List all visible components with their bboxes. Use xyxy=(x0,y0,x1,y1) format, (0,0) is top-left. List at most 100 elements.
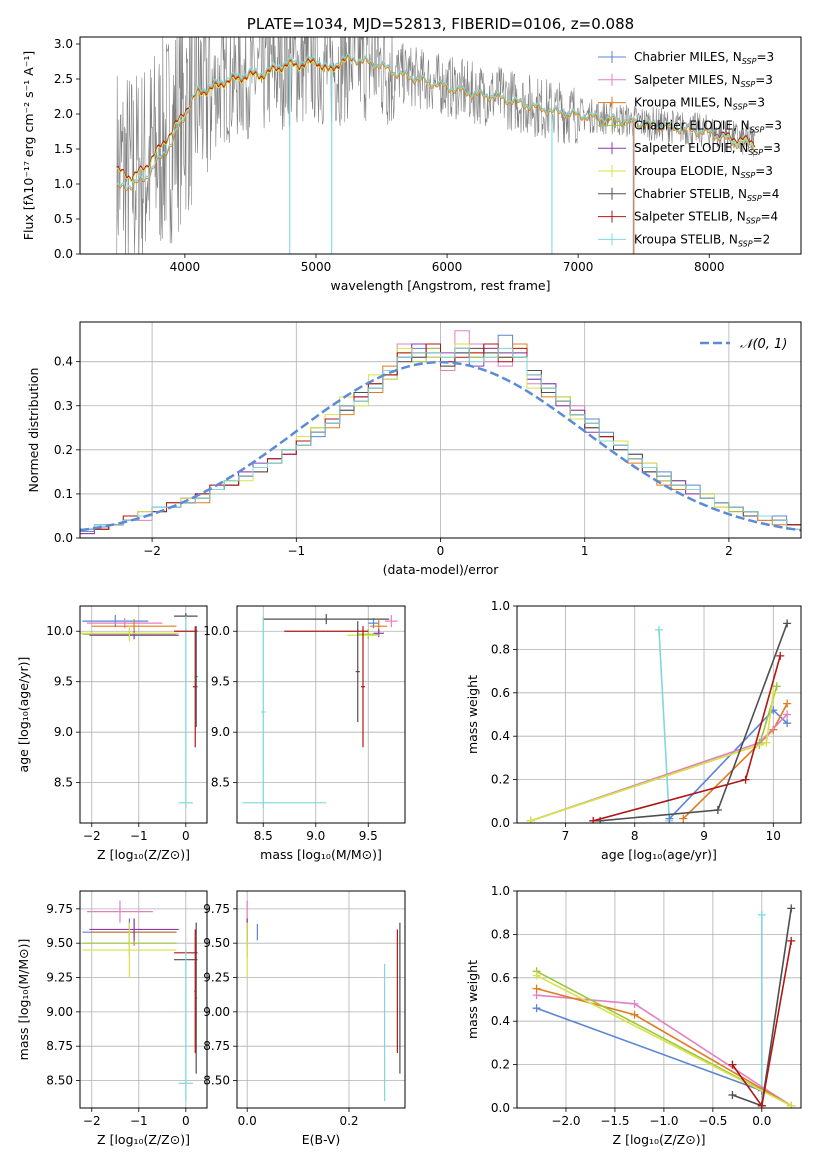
y-tick-label: 9.0 xyxy=(54,725,73,739)
x-tick-label: 0 xyxy=(182,829,190,843)
errorbar-point xyxy=(82,922,177,978)
y-tick-label: 0.8 xyxy=(491,927,510,941)
y-tick-label: 8.5 xyxy=(54,776,73,790)
axes-frame xyxy=(516,890,802,1109)
x-axis-label: Z [log₁₀(Z/Z⊙)] xyxy=(97,1132,190,1147)
weight-point xyxy=(728,1060,737,1069)
legend-label: Kroupa STELIB, NSSP=2 xyxy=(634,232,770,248)
weight-line-chabrier_stelib xyxy=(600,623,788,822)
y-tick-label: 1.0 xyxy=(491,884,510,898)
weight-line-salpeter_stelib xyxy=(592,655,781,822)
weight-point xyxy=(776,651,785,660)
legend-label: Chabrier MILES, NSSP=3 xyxy=(634,50,774,66)
y-tick-label: 9.75 xyxy=(46,902,73,916)
errorbar-point xyxy=(385,615,398,628)
y-tick-label: 0.4 xyxy=(491,1014,510,1028)
y-tick-label: 9.50 xyxy=(46,936,73,950)
weight-line-chabrier_elodie xyxy=(530,686,778,822)
x-tick-label: −1 xyxy=(287,544,305,558)
x-tick-label: 7 xyxy=(562,829,570,843)
legend-label: Salpeter STELIB, NSSP=4 xyxy=(634,210,778,226)
y-tick-label: 9.75 xyxy=(203,902,230,916)
errorbar-point xyxy=(185,616,187,808)
errorbar-point xyxy=(89,918,179,941)
x-tick-label: 8000 xyxy=(694,260,725,274)
x-tick-label: −1.0 xyxy=(649,1114,678,1128)
y-tick-label: 9.00 xyxy=(46,1005,73,1019)
x-tick-label: 8.5 xyxy=(254,829,273,843)
panel-weight_vs_age: 7 8 9 10 0.0 0.2 0.4 0.6 0.8 1.0 age [log₁₀(age/yr… xyxy=(465,599,802,862)
plot-area-age_vs_Z xyxy=(80,613,198,808)
panel-spectrum: Chabrier MILES, NSSP=3 Salpeter MILES, NS… xyxy=(21,15,802,293)
x-tick-label: 0.2 xyxy=(339,1114,358,1128)
weight-point xyxy=(783,619,792,628)
y-axis-label: mass weight xyxy=(465,675,480,754)
weight-point xyxy=(589,816,598,823)
x-tick-label: 9.5 xyxy=(359,829,378,843)
axes-frame xyxy=(79,605,208,824)
axes-frame xyxy=(516,605,802,824)
y-axis-label: Normed distribution xyxy=(26,368,41,493)
x-tick-label: −1 xyxy=(130,829,148,843)
y-tick-label: 0.0 xyxy=(491,1101,510,1115)
y-tick-label: 0.0 xyxy=(54,247,73,261)
y-tick-label: 0.3 xyxy=(54,399,73,413)
x-axis-label: mass [log₁₀(M/M⊙)] xyxy=(260,847,382,862)
errorbar-point xyxy=(82,615,149,628)
weight-point xyxy=(787,1101,796,1108)
plot-area-weight_vs_Z xyxy=(532,904,796,1108)
panel-weight_vs_Z: −2.0 −1.5 −1.0 −0.5 0.0 0.0 0.2 0.4 0.6 0.8 1.0 Z [… xyxy=(465,884,802,1147)
weight-point xyxy=(783,719,792,728)
errorbar-point xyxy=(373,629,384,638)
chart-title: PLATE=1034, MJD=52813, FIBERID=0106, z=0… xyxy=(247,15,634,33)
y-tick-label: 9.25 xyxy=(46,971,73,985)
x-tick-label: 0 xyxy=(437,544,445,558)
legend-label: 𝒩(0, 1) xyxy=(740,337,787,352)
weight-line-kroupa_stelib xyxy=(658,629,671,821)
y-tick-label: 0.8 xyxy=(491,642,510,656)
y-tick-label: 0.0 xyxy=(491,816,510,830)
errorbar-point xyxy=(194,929,197,1054)
y-tick-label: 0.0 xyxy=(54,531,73,545)
weight-point xyxy=(757,910,766,919)
legend-label: Chabrier STELIB, NSSP=4 xyxy=(634,187,779,203)
plot-area-spectrum xyxy=(116,37,756,254)
plot-area-mass_vs_EBV xyxy=(246,900,401,1102)
x-tick-label: −0.5 xyxy=(698,1114,727,1128)
y-axis-label: mass weight xyxy=(465,960,480,1039)
weight-point xyxy=(532,1004,541,1013)
y-tick-label: 0.4 xyxy=(54,355,73,369)
weight-point xyxy=(679,814,688,823)
x-axis-label: E(B-V) xyxy=(302,1132,341,1147)
x-tick-label: 1 xyxy=(581,544,589,558)
panel-mass_vs_Z: −2 −1 0 8.50 8.75 9.00 9.25 9.50 9.75 Z [log₁₀(Z/… xyxy=(16,890,208,1147)
plot-area-age_vs_mass xyxy=(242,614,398,808)
legend-label: Kroupa MILES, NSSP=3 xyxy=(634,96,765,112)
y-tick-label: 9.5 xyxy=(211,675,230,689)
y-tick-label: 0.4 xyxy=(491,729,510,743)
observed-spectrum xyxy=(116,37,756,254)
x-tick-label: 8 xyxy=(631,829,639,843)
panel-age_vs_Z: −2 −1 0 8.5 9.0 9.5 10.0 Z [log₁₀(Z/Z⊙)] age [lo… xyxy=(16,605,208,862)
weight-point xyxy=(787,904,796,913)
errorbar-point xyxy=(192,626,198,748)
y-tick-label: 9.0 xyxy=(211,725,230,739)
y-tick-label: 0.6 xyxy=(491,971,510,985)
y-tick-label: 0.5 xyxy=(54,212,73,226)
x-tick-label: 2 xyxy=(725,544,733,558)
weight-point xyxy=(783,710,792,719)
x-tick-label: 9 xyxy=(700,829,708,843)
legend-label: Salpeter MILES, NSSP=3 xyxy=(634,73,773,89)
y-axis-label: mass [log₁₀(M/M⊙)] xyxy=(16,939,31,1061)
plot-area-residuals xyxy=(80,330,801,535)
x-tick-label: 5000 xyxy=(301,260,332,274)
x-axis-label: Z [log₁₀(Z/Z⊙)] xyxy=(97,847,190,862)
y-tick-label: 1.0 xyxy=(54,177,73,191)
x-tick-label: −1.5 xyxy=(600,1114,629,1128)
weight-line-kroupa_miles xyxy=(682,703,788,820)
x-tick-label: 10 xyxy=(766,829,781,843)
errorbar-point xyxy=(261,616,266,808)
x-axis-label: wavelength [Angstrom, rest frame] xyxy=(330,278,550,293)
x-tick-label: 6000 xyxy=(432,260,463,274)
